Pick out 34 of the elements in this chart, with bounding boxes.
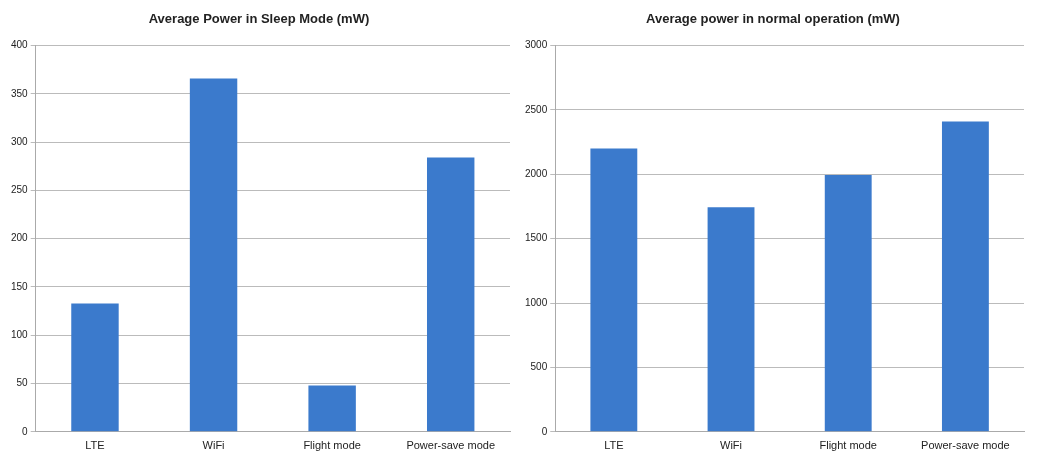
x-tick-label: LTE: [85, 439, 105, 452]
bar: [308, 385, 356, 432]
y-tick-label: 2500: [525, 103, 548, 115]
y-tick-label: 300: [11, 135, 29, 147]
bar: [941, 121, 989, 432]
x-tick-label: Power-save mode: [406, 439, 496, 452]
x-tick-label: WiFi: [720, 439, 743, 452]
bar: [427, 157, 475, 432]
chart-title: Average power in normal operation (mW): [646, 11, 900, 27]
y-tick-label: 250: [11, 184, 29, 196]
x-tick-label: Flight mode: [303, 439, 361, 452]
y-tick-label: 350: [11, 87, 29, 99]
y-tick-label: 2000: [525, 168, 548, 180]
y-tick-label: 1000: [525, 296, 548, 308]
chart-title: Average Power in Sleep Mode (mW): [148, 11, 370, 27]
bar: [707, 207, 755, 432]
y-tick-label: 1500: [525, 232, 548, 244]
y-tick-label: 50: [16, 377, 29, 389]
bar: [590, 148, 638, 432]
y-tick-label: 150: [11, 280, 29, 292]
x-tick-label: Power-save mode: [921, 439, 1010, 452]
bar: [824, 174, 872, 432]
bar: [71, 303, 119, 432]
x-tick-label: Flight mode: [819, 439, 877, 452]
y-tick-label: 0: [541, 425, 548, 437]
y-tick-label: 400: [11, 39, 29, 51]
y-tick-label: 500: [530, 361, 548, 373]
y-tick-label: 3000: [525, 39, 548, 51]
bar: [189, 78, 238, 432]
y-tick-label: 0: [22, 425, 29, 437]
x-tick-label: WiFi: [202, 439, 225, 452]
x-tick-label: LTE: [604, 439, 624, 452]
y-tick-label: 200: [11, 232, 29, 244]
y-tick-label: 100: [11, 329, 29, 340]
